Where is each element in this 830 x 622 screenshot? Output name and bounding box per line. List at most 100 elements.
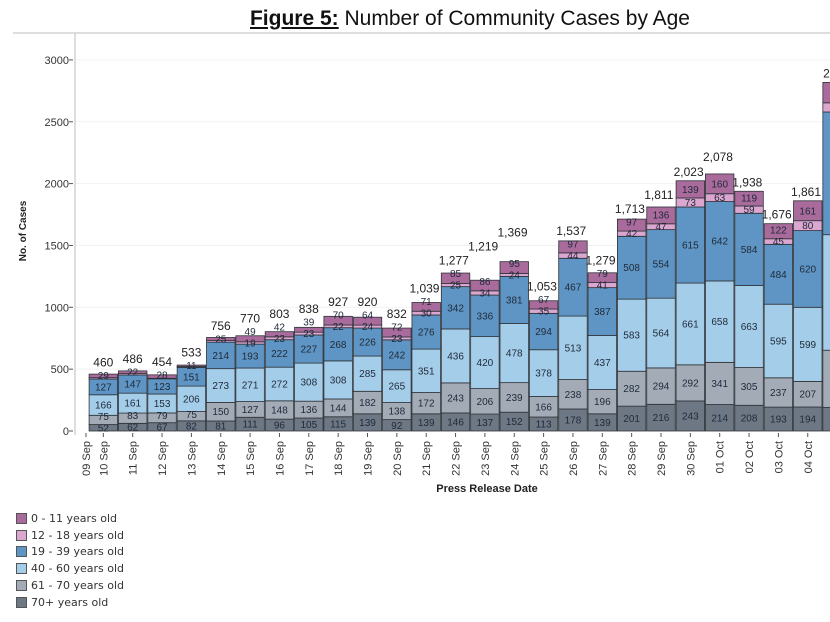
bar-segment: [206, 368, 236, 403]
segment-label: 44: [567, 251, 579, 262]
segment-label: 137: [477, 418, 494, 429]
segment-label: 166: [95, 400, 112, 411]
y-axis-label: No. of Cases: [18, 200, 29, 261]
total-label: 2: [823, 66, 830, 80]
y-tick-label: 500: [51, 364, 69, 376]
bar-segment: [235, 367, 265, 402]
bar-segment: [617, 405, 647, 432]
bar-segment: [822, 234, 830, 351]
segment-label: 52: [98, 423, 110, 434]
segment-label: 23: [303, 329, 315, 340]
segment-label: 23: [274, 334, 286, 345]
segment-label: 216: [653, 413, 670, 424]
total-label: 1,811: [644, 188, 673, 202]
segment-label: 42: [274, 322, 286, 333]
x-tick-label: 09 Sep: [81, 441, 93, 476]
segment-label: 208: [741, 414, 758, 425]
legend-swatch: [16, 563, 27, 575]
bar-segment: [440, 382, 471, 414]
segment-label: 294: [535, 327, 552, 338]
bar-segment: [470, 279, 500, 292]
segment-label: 23: [391, 334, 403, 345]
segment-label: 437: [594, 358, 611, 369]
segment-label: 127: [95, 382, 112, 393]
bar-segment: [558, 257, 588, 317]
legend-label: 0 - 11 years old: [31, 511, 117, 525]
bar-segment: [617, 218, 647, 232]
segment-label: 11: [186, 361, 197, 372]
segment-label: 161: [124, 399, 141, 410]
total-label: 1,713: [615, 202, 645, 216]
bar-segment: [734, 212, 764, 286]
total-label: 486: [123, 352, 143, 366]
bar-segment: [382, 327, 412, 338]
segment-label: 92: [391, 421, 403, 432]
segment-label: 96: [274, 421, 286, 432]
legend-item: 70+ years old: [16, 594, 124, 611]
segment-label: 42: [626, 229, 638, 240]
bar-segment: [118, 370, 148, 375]
segment-label: 351: [418, 366, 435, 377]
segment-label: 166: [535, 402, 552, 413]
y-tick-label: 0: [63, 426, 69, 438]
bar-segment: [558, 240, 588, 254]
bar-segment: [411, 314, 441, 350]
legend-item: 12 - 18 years old: [16, 527, 124, 544]
total-label: 1,039: [409, 282, 439, 296]
segment-label: 308: [300, 378, 317, 389]
segment-label: 599: [799, 340, 816, 351]
segment-label: 285: [359, 369, 376, 380]
segment-label: 75: [186, 410, 198, 421]
bar-segment: [587, 272, 617, 283]
segment-label: 73: [685, 198, 697, 209]
segment-label: 97: [567, 240, 579, 251]
bar-segment: [470, 294, 500, 338]
segment-label: 83: [127, 411, 139, 422]
segment-label: 25: [450, 281, 462, 292]
total-label: 454: [152, 355, 172, 369]
bar-segment: [734, 404, 764, 432]
total-label: 1,279: [586, 254, 616, 268]
segment-label: 115: [330, 419, 346, 430]
segment-label: 139: [359, 418, 376, 429]
legend-item: 19 - 39 years old: [16, 544, 124, 561]
legend-swatch: [16, 529, 27, 541]
segment-label: 207: [799, 390, 816, 401]
segment-label: 28: [156, 370, 168, 381]
segment-label: 227: [300, 345, 317, 356]
segment-label: 436: [447, 351, 464, 362]
segment-label: 595: [770, 337, 787, 348]
legend-item: 40 - 60 years old: [16, 560, 124, 577]
legend-label: 70+ years old: [31, 595, 109, 609]
bar-segment: [264, 331, 295, 338]
segment-label: 67: [156, 422, 168, 433]
total-label: 533: [181, 345, 201, 359]
segment-label: 206: [477, 397, 494, 408]
bar-segment: [705, 173, 735, 195]
bar-segment: [264, 339, 295, 368]
legend-swatch: [16, 512, 27, 524]
segment-label: 243: [447, 393, 464, 404]
y-tick-label: 2500: [45, 117, 69, 129]
x-tick-label: 11 Sep: [128, 441, 140, 475]
segment-label: 45: [773, 237, 785, 248]
bar-segment: [470, 388, 500, 415]
x-tick-label: 03 Oct: [773, 441, 785, 473]
segment-label: 111: [242, 420, 258, 431]
x-tick-label: 16 Sep: [274, 441, 286, 476]
segment-label: 182: [359, 398, 376, 409]
segment-label: 71: [421, 297, 433, 308]
segment-label: 484: [770, 270, 787, 281]
segment-label: 242: [389, 350, 406, 361]
total-label: 756: [211, 319, 231, 333]
x-tick-label: 23 Sep: [480, 441, 492, 476]
legend-swatch: [16, 546, 27, 558]
segment-label: 201: [623, 414, 640, 425]
bar-segment: [382, 369, 412, 403]
segment-label: 24: [362, 322, 374, 333]
bar-segment: [646, 206, 676, 225]
segment-label: 82: [186, 421, 198, 432]
segment-label: 658: [711, 317, 728, 328]
segment-label: 25: [215, 335, 227, 346]
